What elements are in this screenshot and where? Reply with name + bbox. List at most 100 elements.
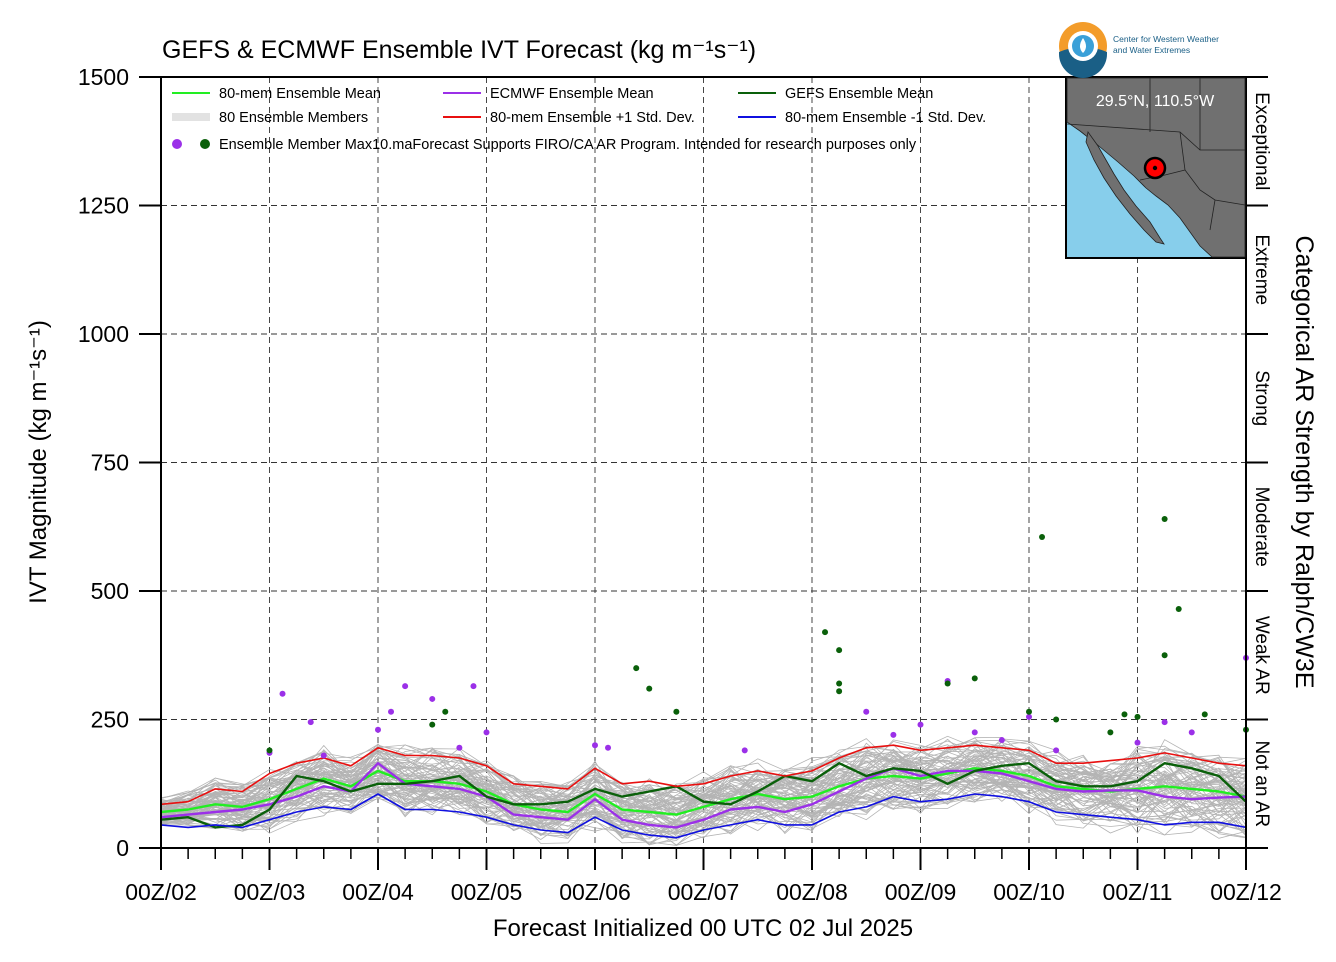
x-tick-label: 00Z/04 <box>342 879 414 905</box>
ensemble-member-line <box>160 776 1247 830</box>
gefs-max-point <box>822 629 829 636</box>
ecmwf-max-point <box>429 695 436 702</box>
gefs-max-point <box>971 675 978 682</box>
ecmwf-max-point <box>402 683 409 690</box>
category-label: Weak AR <box>1251 616 1272 695</box>
ensemble-member-line <box>160 778 1247 846</box>
ensemble-member-line <box>160 735 1247 806</box>
ecmwf-max-point <box>592 742 598 749</box>
x-tick-label: 00Z/11 <box>1103 879 1173 905</box>
gefs-max-point <box>1039 534 1046 541</box>
x-tick-label: 00Z/02 <box>125 879 197 905</box>
gefs-max-point <box>1134 713 1141 720</box>
legend-label: 80-mem Ensemble -1 Std. Dev. <box>785 110 986 126</box>
gefs-max-point <box>836 680 843 687</box>
y-axis-label: IVT Magnitude (kg m⁻¹s⁻¹) <box>25 320 52 604</box>
ecmwf-max-point <box>1053 747 1060 754</box>
inset-map: 29.5°N, 110.5°W <box>1065 76 1247 259</box>
x-tick-label: 00Z/09 <box>885 879 957 905</box>
ecmwf-max-point <box>741 747 748 754</box>
y-tick-label: 1500 <box>78 64 129 90</box>
gefs-max-point <box>633 665 640 672</box>
series-line <box>160 762 1247 829</box>
legend-dot-ecmwf <box>172 139 182 149</box>
ecmwf-max-point <box>998 737 1005 744</box>
legend-label: Ensemble Member Max10.maForecast Support… <box>219 137 917 153</box>
gefs-max-point <box>944 680 951 687</box>
legend-label: 80-mem Ensemble Mean <box>219 86 381 102</box>
ecmwf-max-point <box>1161 719 1168 726</box>
ensemble-member-line <box>160 740 1247 808</box>
y-tick-label: 1000 <box>78 321 129 347</box>
series-line <box>160 767 1247 816</box>
member-max-points <box>266 516 1249 759</box>
ecmwf-max-point <box>917 721 924 728</box>
legend-label: ECMWF Ensemble Mean <box>490 86 654 102</box>
gefs-max-point <box>1121 711 1128 718</box>
series-lines <box>160 744 1247 839</box>
x-axis: 00Z/02 00Z/03 00Z/04 00Z/05 00Z/06 00Z/07 00Z/… <box>125 848 1282 905</box>
ensemble-member-line <box>160 778 1247 836</box>
x-tick-label: 00Z/03 <box>234 879 306 905</box>
gefs-max-point <box>836 647 843 654</box>
x-tick-label: 00Z/10 <box>993 879 1065 905</box>
category-label: Extreme <box>1251 234 1272 305</box>
x-axis-label: Forecast Initialized 00 UTC 02 Jul 2025 <box>493 915 913 942</box>
gefs-max-point <box>266 747 273 754</box>
series-line <box>160 744 1247 806</box>
category-axis: Not an AR Weak AR Moderate Strong Extreme Exc… <box>1246 76 1272 849</box>
gefs-max-point <box>673 708 680 715</box>
legend-label: 80 Ensemble Members <box>219 110 368 126</box>
ecmwf-max-point <box>470 683 477 690</box>
ensemble-member-line <box>160 747 1247 816</box>
y-tick-label: 1250 <box>78 193 129 219</box>
gefs-max-point <box>1161 516 1168 523</box>
inset-borders <box>1066 78 1246 231</box>
legend-label: 80-mem Ensemble +1 Std. Dev. <box>490 110 695 126</box>
ensemble-member-line <box>160 756 1247 825</box>
ecmwf-max-point <box>971 729 978 736</box>
series-line <box>160 793 1247 839</box>
ecmwf-max-point <box>483 729 490 736</box>
ecmwf-max-point <box>890 731 897 738</box>
ecmwf-max-point <box>375 726 381 733</box>
y-axis: 0 250 500 750 1000 1250 1500 <box>78 64 161 861</box>
y-tick-label: 750 <box>91 450 129 476</box>
ecmwf-max-point <box>1188 729 1195 736</box>
category-label: Exceptional <box>1251 92 1272 190</box>
y-tick-label: 0 <box>116 835 129 861</box>
gefs-max-point <box>1201 711 1208 718</box>
x-tick-label: 00Z/05 <box>451 879 523 905</box>
ensemble-member-line <box>160 767 1247 827</box>
gefs-max-point <box>1053 716 1060 723</box>
ecmwf-max-point <box>456 744 463 751</box>
x-tick-label: 00Z/06 <box>559 879 631 905</box>
ecmwf-max-point <box>605 744 612 751</box>
ecmwf-max-point <box>1026 713 1032 720</box>
gefs-max-point <box>646 685 653 692</box>
ecmwf-max-point <box>307 719 314 726</box>
x-tick-label: 00Z/12 <box>1210 879 1282 905</box>
x-tick-label: 00Z/08 <box>776 879 848 905</box>
gefs-max-point <box>429 721 436 728</box>
y-tick-label: 500 <box>91 578 129 604</box>
category-axis-label: Categorical AR Strength by Ralph/CW3E <box>1290 236 1318 689</box>
gefs-max-point <box>1175 605 1182 612</box>
gefs-max-point <box>1026 708 1032 715</box>
cw3e-logo: Center for Western Weather and Water Ext… <box>1059 22 1219 78</box>
category-label: Not an AR <box>1251 740 1272 827</box>
category-label: Strong <box>1251 370 1272 426</box>
legend: 80-mem Ensemble Mean ECMWF Ensemble Mean G… <box>172 86 986 153</box>
y-tick-label: 250 <box>91 707 129 733</box>
ensemble-member-line <box>160 765 1247 833</box>
legend-dot-gefs <box>200 139 210 149</box>
gefs-max-point <box>1107 729 1114 736</box>
ensemble-member-line <box>160 741 1247 813</box>
ensemble-member-line <box>160 754 1247 816</box>
ensemble-member-line <box>160 779 1247 846</box>
ecmwf-max-point <box>388 708 395 715</box>
inset-coords-label: 29.5°N, 110.5°W <box>1096 93 1215 110</box>
ecmwf-max-point <box>320 752 327 759</box>
chart-title: GEFS & ECMWF Ensemble IVT Forecast (kg m… <box>162 36 756 64</box>
